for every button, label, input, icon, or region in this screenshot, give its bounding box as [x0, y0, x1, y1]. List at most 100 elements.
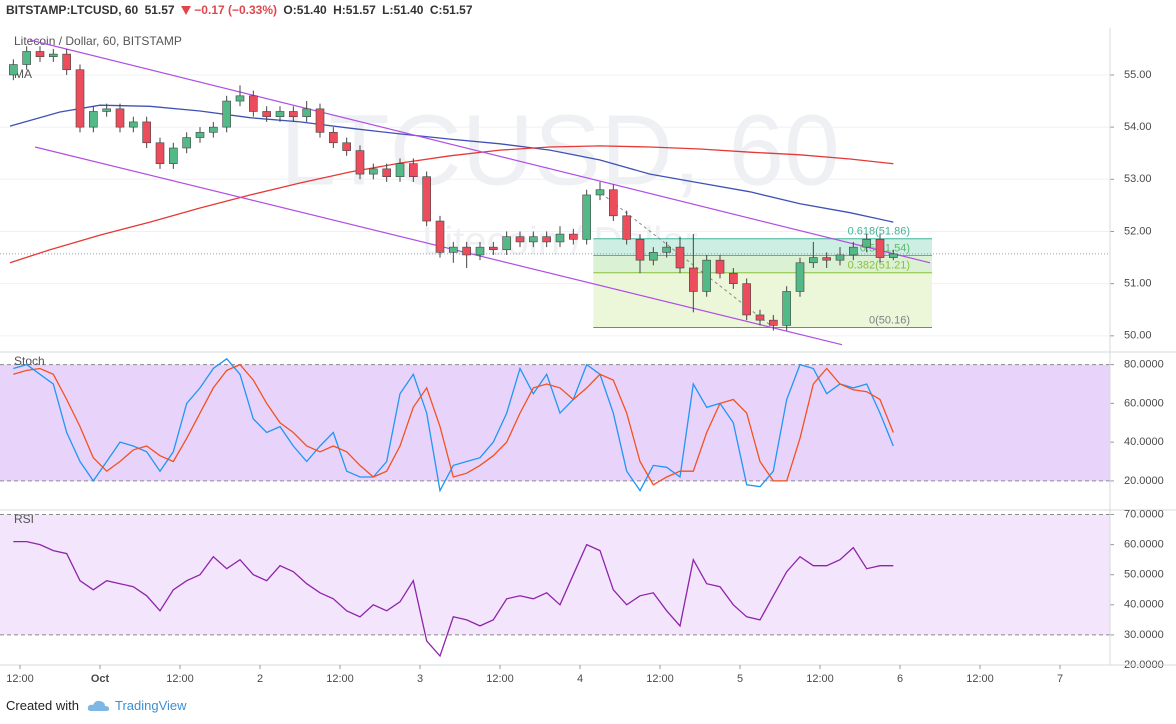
y-tick-label: 52.00: [1124, 225, 1152, 237]
y-tick-label: 40.0000: [1124, 599, 1164, 611]
indicator-line: [13, 363, 894, 486]
candle-body: [222, 100, 231, 128]
candle-body: [35, 51, 45, 57]
x-tick-label: 12:00: [646, 673, 674, 685]
header: BITSTAMP:LTCUSD, 60 51.57 −0.17 (−0.33%)…: [6, 3, 476, 17]
candle-body: [142, 121, 151, 144]
x-tick-label: 6: [897, 673, 903, 685]
candle-body: [129, 121, 138, 128]
y-tick-label: 60.0000: [1124, 539, 1164, 551]
y-tick-label: 50.00: [1124, 330, 1152, 342]
candle-body: [675, 246, 685, 269]
candle-body: [595, 189, 605, 196]
candle-body: [835, 254, 845, 261]
candle-body: [822, 257, 831, 261]
candle-body: [9, 64, 18, 76]
candle-body: [889, 253, 898, 258]
y-tick-label: 53.00: [1124, 173, 1152, 185]
x-tick-label: 12:00: [326, 673, 354, 685]
panel-title: RSI: [14, 512, 34, 526]
created-with: Created with: [6, 698, 79, 713]
candle-body: [742, 283, 751, 316]
candle-body: [795, 262, 805, 292]
band: [0, 514, 1110, 635]
y-tick-label: 50.0000: [1124, 569, 1164, 581]
candle-body: [649, 252, 658, 261]
y-tick-label: 55.00: [1124, 69, 1152, 81]
footer: Created with TradingView: [6, 698, 187, 713]
y-tick-label: 70.0000: [1124, 508, 1164, 520]
candle-body: [635, 239, 645, 261]
high: H:51.57: [333, 3, 376, 17]
candle-body: [715, 259, 725, 274]
candle-body: [622, 215, 631, 240]
candle-body: [875, 239, 885, 258]
open: O:51.40: [283, 3, 327, 17]
candle-body: [422, 176, 431, 222]
x-tick-label: Oct: [91, 673, 110, 685]
candle-body: [262, 111, 271, 117]
symbol: BITSTAMP:LTCUSD, 60: [6, 3, 139, 17]
candle-body: [555, 233, 565, 243]
candle-body: [275, 111, 285, 117]
chart: 50.00 51.00 52.00 53.00 54.00 55.00 Litecoin /…: [0, 28, 1176, 685]
y-tick-label: 80.0000: [1124, 359, 1164, 371]
logo: [87, 700, 110, 711]
candle-body: [355, 150, 365, 175]
moving-average: [9, 104, 894, 223]
candle-body: [115, 108, 125, 128]
indicator-line: [13, 540, 894, 658]
candle-body: [182, 137, 191, 149]
y-tick-label: 60.0000: [1124, 397, 1164, 409]
candle-body: [235, 95, 245, 102]
trendline: [29, 39, 931, 264]
candle-body: [302, 108, 311, 117]
candle-body: [729, 272, 738, 284]
candle-body: [62, 53, 71, 71]
low: L:51.40: [382, 3, 424, 17]
candle-body: [462, 246, 471, 256]
candle-body: [315, 108, 325, 133]
candle-body: [342, 142, 351, 151]
fib-label: 0.5(51.54): [860, 242, 910, 254]
x-tick-label: 4: [577, 673, 583, 685]
fib-label: 0(50.16): [869, 314, 910, 326]
y-tick-label: 30.0000: [1124, 629, 1164, 641]
x-tick-label: 5: [737, 673, 743, 685]
band: [0, 364, 1110, 481]
candle-body: [22, 51, 31, 65]
candle-body: [289, 111, 298, 117]
brand[interactable]: TradingView: [114, 698, 187, 713]
fib-label: 0.618(51.86): [848, 226, 910, 238]
candle-body: [702, 259, 711, 292]
candle-body: [582, 194, 591, 240]
candle-body: [862, 239, 871, 248]
x-tick-label: 12:00: [966, 673, 994, 685]
candle-body: [529, 236, 538, 243]
panel-title: Litecoin / Dollar, 60, BITSTAMP: [14, 34, 182, 48]
indicator-line: [13, 357, 894, 493]
candle-body: [515, 236, 525, 243]
moving-average: [9, 145, 894, 264]
candle-body: [382, 168, 391, 177]
candle-body: [195, 132, 205, 138]
y-tick-label: 54.00: [1124, 121, 1152, 133]
close: C:51.57: [429, 3, 473, 17]
x-tick-label: 12:00: [166, 673, 194, 685]
down-arrow: [180, 6, 191, 16]
y-tick-label: 20.0000: [1124, 475, 1164, 487]
x-tick-label: 2: [257, 673, 263, 685]
candle-body: [395, 163, 405, 177]
candle-body: [249, 95, 258, 112]
x-tick-label: 12:00: [486, 673, 514, 685]
panel-title: Stoch: [14, 354, 45, 368]
candle-body: [502, 236, 511, 251]
candle-body: [435, 220, 445, 253]
candle-body: [782, 291, 791, 326]
candle-body: [569, 233, 578, 240]
candle-body: [449, 246, 458, 253]
candle-body: [609, 189, 618, 217]
candle-body: [542, 236, 551, 243]
y-tick-label: 51.00: [1124, 278, 1152, 290]
